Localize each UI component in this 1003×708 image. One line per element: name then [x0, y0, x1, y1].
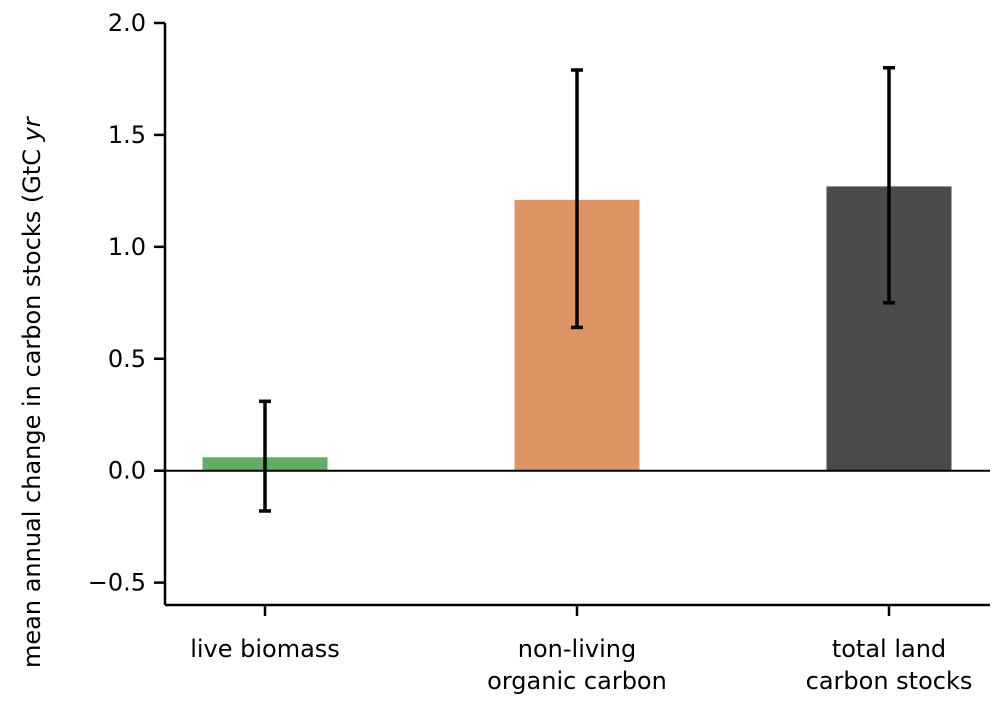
y-tick-label-4: 1.0: [108, 233, 146, 261]
y-tick-label-3: 0.5: [108, 345, 146, 373]
y-tick-label-1: −0.5: [88, 569, 146, 597]
y-axis-label: mean annual change in carbon stocks (GtC…: [18, 115, 46, 668]
y-tick-label-5: 1.5: [108, 121, 146, 149]
y-tick-label-2: 0.0: [108, 457, 146, 485]
x-tick-label-3: total land carbon stocks: [806, 635, 973, 695]
x-tick-label-2: non-living organic carbon: [487, 635, 667, 695]
x-tick-label-1: live biomass: [190, 635, 340, 663]
y-tick-label-6: 2.0: [108, 9, 146, 37]
